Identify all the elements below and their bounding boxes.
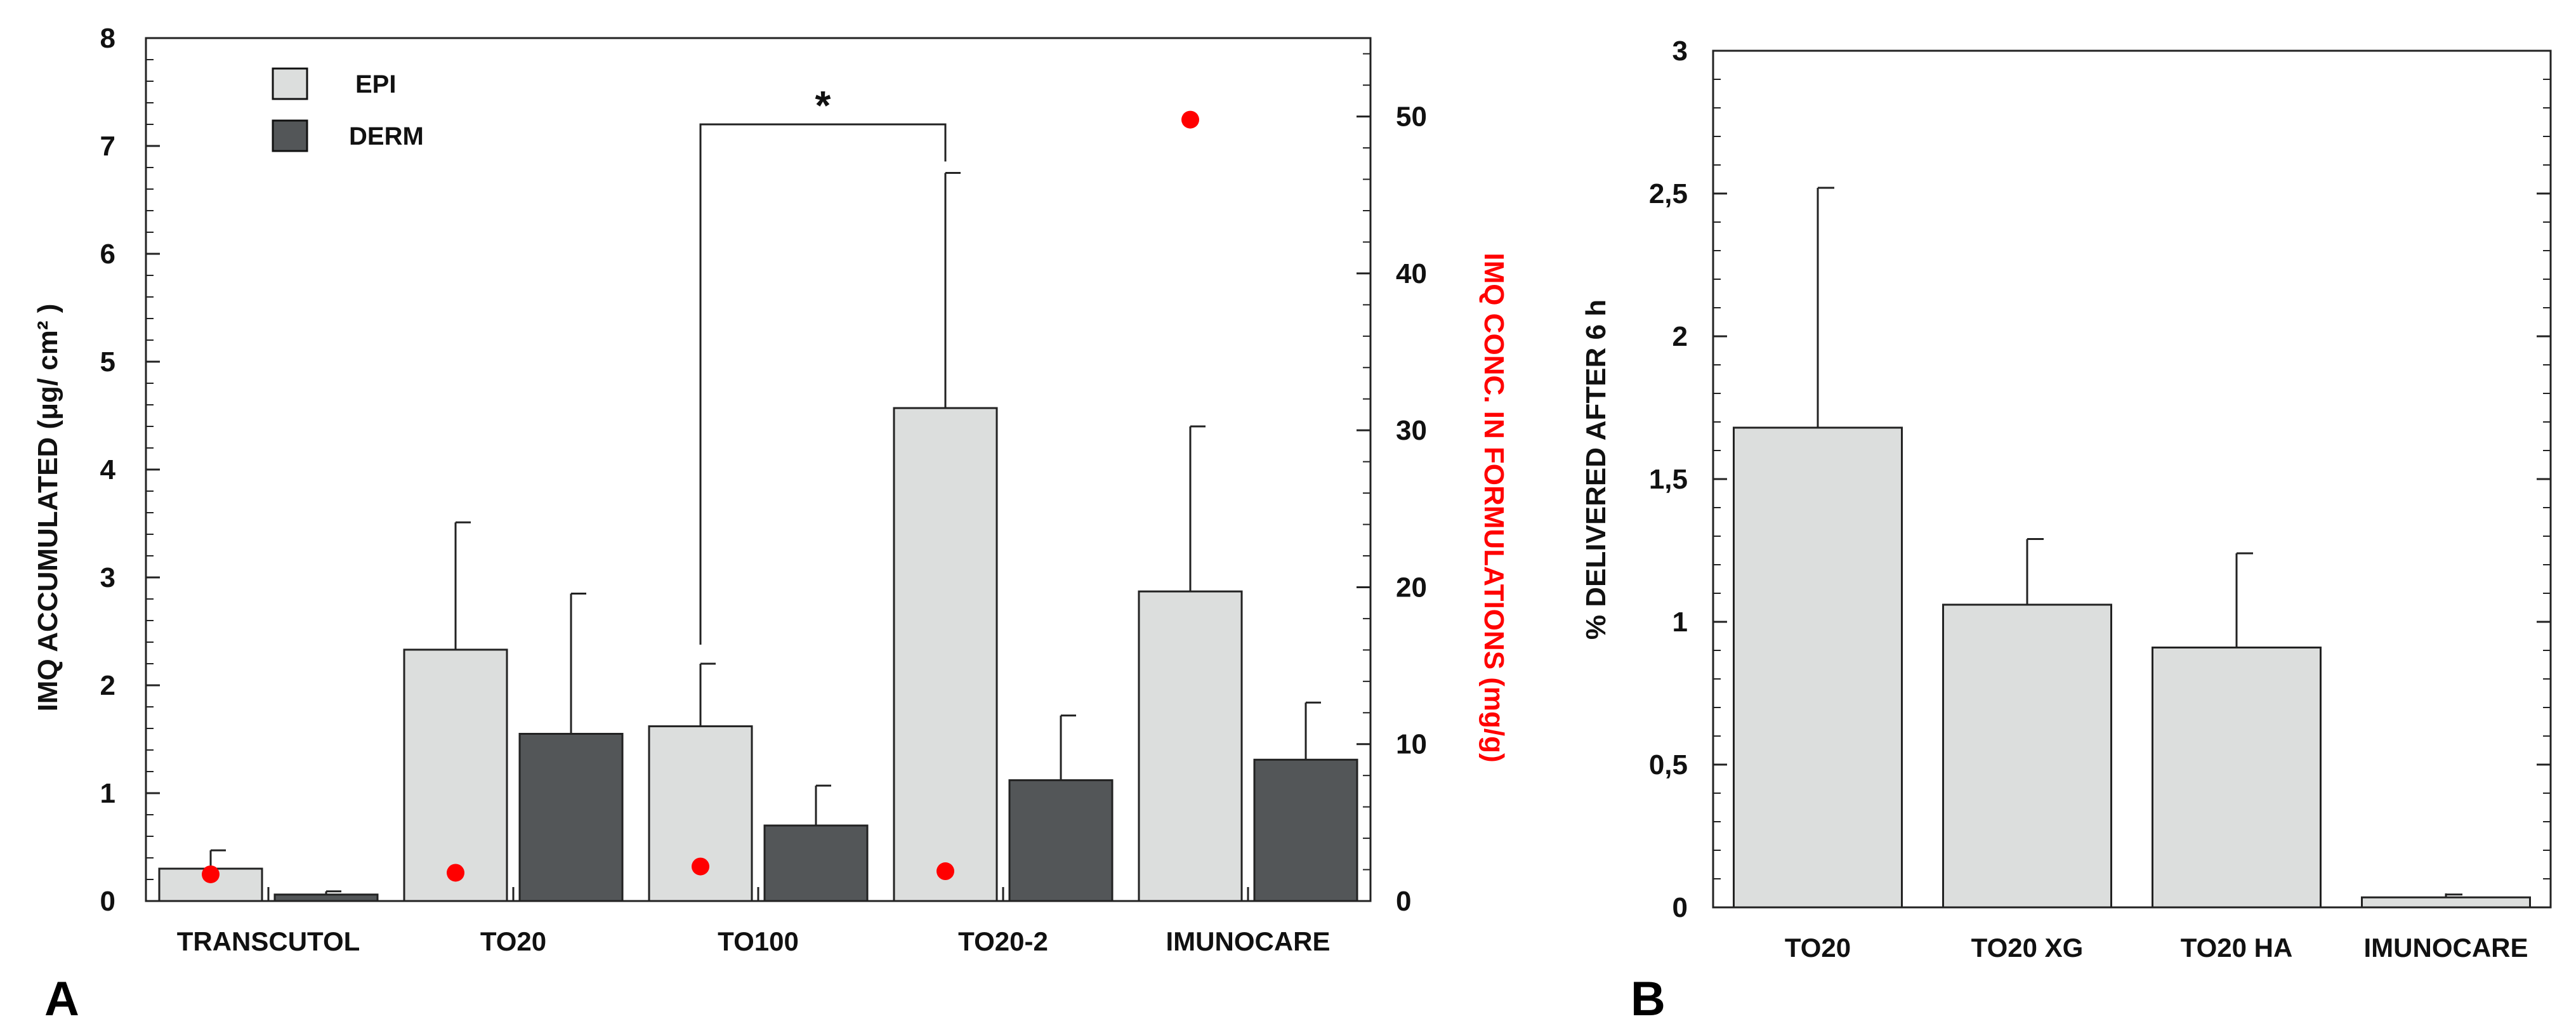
panel-a-label: A — [44, 972, 79, 1026]
y-tick-label: 3 — [100, 562, 115, 593]
y-tick-label: 3 — [1672, 36, 1688, 67]
panel-b-label: B — [1631, 972, 1666, 1026]
x-tick-label-to20-xg: TO20 XG — [1971, 933, 2084, 963]
conc-point-imunocare — [1181, 110, 1199, 129]
legend-label-epi: EPI — [355, 70, 396, 98]
bar-to20-ha — [2152, 647, 2322, 909]
x-tick-label-to20: TO20 — [480, 926, 546, 956]
conc-point-transcutol — [202, 865, 220, 883]
y-tick-label: 5 — [100, 346, 115, 378]
legend-swatch-epi — [272, 67, 308, 100]
y2-tick-label: 0 — [1396, 886, 1411, 917]
significance-label: * — [815, 82, 831, 128]
panel-a-right-y-axis-label: IMQ CONC. IN FORMULATIONS (mg/g) — [1478, 253, 1509, 762]
y-tick-label: 1 — [100, 778, 115, 809]
y-tick-label: 2 — [1672, 321, 1688, 352]
y-tick-label: 2,5 — [1649, 178, 1688, 209]
x-tick-label-to20: TO20 — [1785, 933, 1851, 963]
legend-swatch-derm — [272, 119, 308, 152]
bar-epi-to20-2 — [893, 407, 998, 902]
panel-a-chart: A IMQ ACCUMULATED (μg/ cm² ) IMQ CONC. I… — [32, 23, 1509, 1026]
significance-bracket — [699, 123, 947, 645]
x-tick-label-to20-ha: TO20 HA — [2181, 933, 2293, 963]
x-tick-label-to100: TO100 — [718, 926, 799, 956]
bar-derm-to20-2 — [1008, 779, 1114, 902]
y-tick-label: 2 — [100, 670, 115, 701]
bar-derm-imunocare — [1253, 758, 1358, 902]
bar-derm-transcutol — [273, 893, 379, 902]
y-tick-label: 6 — [100, 239, 115, 270]
x-tick-label-imunocare: IMUNOCARE — [1166, 926, 1331, 956]
panel-b-chart: B % DELIVERED AFTER 6 h 0 0,5 1 1,5 2 2,5 3 TO2… — [1580, 36, 2552, 1026]
y-tick-label: 4 — [100, 454, 116, 485]
bar-to20-xg — [1942, 603, 2112, 909]
conc-point-to100 — [692, 857, 709, 876]
y-tick-label: 7 — [100, 131, 115, 162]
panel-b-axes: 0 0,5 1 1,5 2 2,5 3 TO20 TO20 XG TO20 HA IMUNOCARE — [1649, 36, 2552, 963]
legend-label-derm: DERM — [349, 122, 424, 150]
y2-tick-label: 10 — [1396, 729, 1427, 760]
conc-point-to20-2 — [936, 862, 954, 881]
bar-derm-to100 — [763, 824, 869, 902]
conc-point-to20 — [447, 864, 464, 882]
bar-epi-imunocare — [1138, 590, 1243, 902]
y-tick-label: 0 — [1672, 892, 1688, 923]
x-tick-label-transcutol: TRANSCUTOL — [177, 926, 360, 956]
bar-imunocare — [2361, 896, 2531, 909]
x-tick-label-to20-2: TO20-2 — [958, 926, 1048, 956]
panel-a-legend: EPI DERM — [272, 67, 424, 152]
y2-tick-label: 20 — [1396, 572, 1427, 603]
y-tick-label: 0 — [100, 886, 115, 917]
y2-tick-label: 30 — [1396, 415, 1427, 446]
bar-to20 — [1733, 426, 1903, 909]
panel-a-y-axis-label: IMQ ACCUMULATED (μg/ cm² ) — [32, 304, 63, 712]
y-tick-label: 0,5 — [1649, 749, 1688, 780]
y2-tick-label: 50 — [1396, 102, 1427, 133]
y-tick-label: 1 — [1672, 607, 1688, 638]
y-tick-label: 8 — [100, 23, 115, 54]
bar-derm-to20 — [518, 733, 624, 902]
bar-epi-to20 — [403, 648, 508, 902]
x-tick-label-imunocare: IMUNOCARE — [2364, 933, 2528, 963]
y-tick-label: 1,5 — [1649, 464, 1688, 495]
panel-b-marks — [1733, 187, 2531, 909]
panel-b-y-axis-label: % DELIVERED AFTER 6 h — [1580, 299, 1612, 640]
panel-a-marks: * — [158, 82, 1358, 902]
panel-a-axes: 0 1 2 3 4 5 6 7 8 0 10 20 30 40 50 TRANSCUTOL TO20 TO100 T… — [100, 23, 1427, 956]
y2-tick-label: 40 — [1396, 258, 1427, 289]
